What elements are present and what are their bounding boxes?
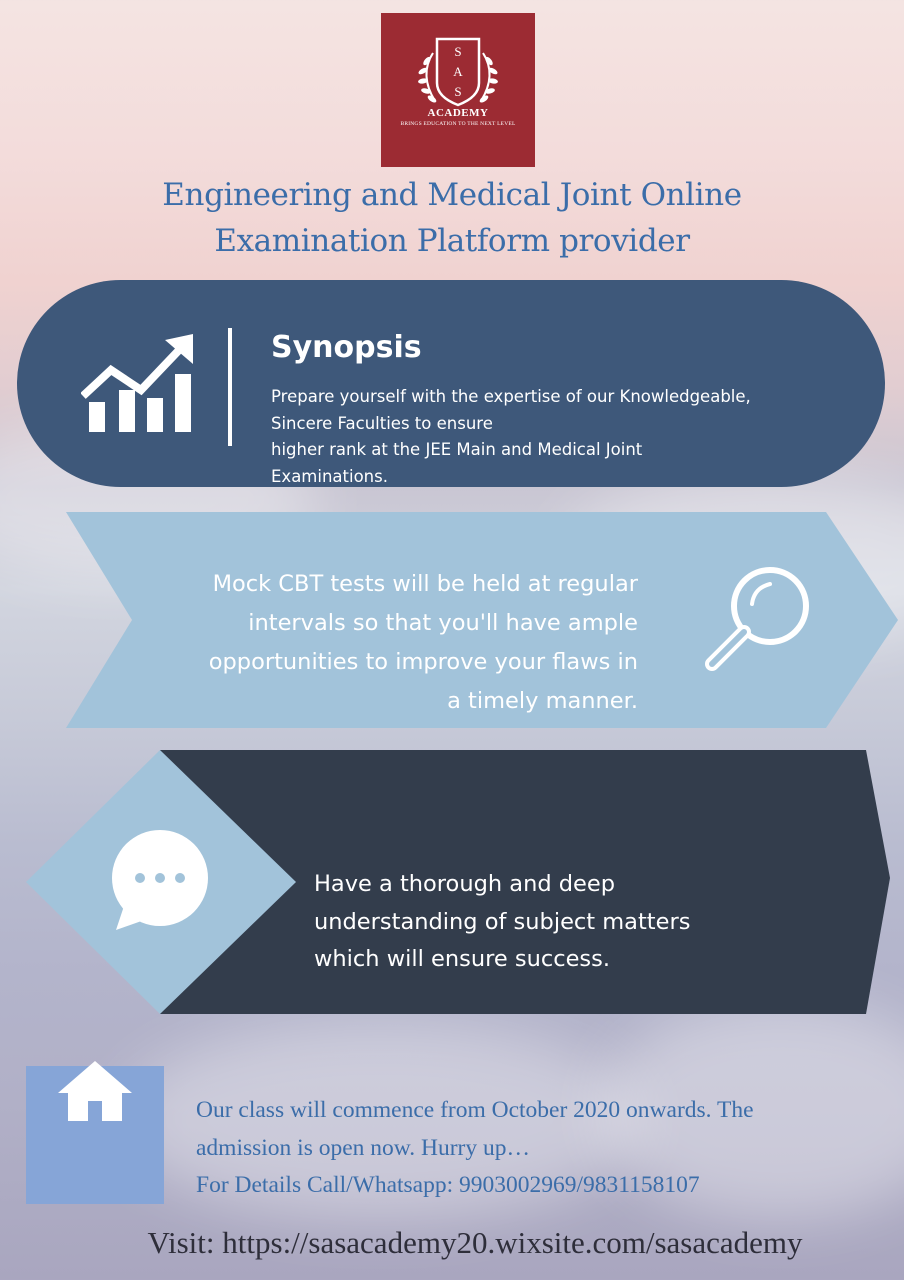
sas-academy-logo: S A S ACADEMY BRINGS EDUCATION TO THE NE… (381, 13, 535, 167)
search-icon (705, 567, 809, 671)
cloud-decoration (120, 1020, 640, 1220)
mock-tests-text: Mock CBT tests will be held at regular i… (140, 565, 638, 721)
synopsis-line: higher rank at the JEE Main and Medical … (271, 440, 643, 459)
mock-line: opportunities to improve your flaws in (208, 649, 638, 675)
headline-line: Examination Platform provider (214, 223, 690, 259)
understanding-line: which will ensure success. (314, 946, 611, 972)
cloud-decoration (600, 1000, 904, 1220)
laurel-crest-icon: S A S (418, 37, 498, 107)
understanding-line: understanding of subject matters (314, 908, 691, 935)
mock-line: intervals so that you'll have ample (248, 610, 638, 636)
synopsis-text: Prepare yourself with the expertise of o… (271, 384, 851, 490)
svg-text:S: S (454, 44, 461, 59)
synopsis-panel: Synopsis Prepare yourself with the exper… (17, 280, 885, 487)
growth-chart-icon (81, 334, 193, 432)
class-info: Our class will commence from October 202… (196, 1092, 886, 1205)
svg-text:S: S (454, 84, 461, 99)
visit-website-link[interactable]: Visit: https://sasacademy20.wixsite.com/… (147, 1225, 803, 1260)
svg-text:A: A (453, 64, 463, 79)
synopsis-title: Synopsis (271, 330, 422, 365)
mock-line: a timely manner. (447, 688, 638, 714)
synopsis-line: Sincere Faculties to ensure (271, 413, 493, 433)
contact-line[interactable]: For Details Call/Whatsapp: 9903002969/98… (196, 1172, 700, 1198)
page-headline: Engineering and Medical Joint Online Exa… (60, 172, 844, 264)
home-icon (58, 1061, 132, 1121)
class-info-line: Our class will commence from October 202… (196, 1097, 754, 1123)
mock-tests-band (66, 512, 898, 728)
understanding-text: Have a thorough and deep understanding o… (314, 866, 794, 979)
class-info-line: admission is open now. Hurry up… (196, 1134, 530, 1161)
understanding-line: Have a thorough and deep (314, 871, 616, 897)
chat-bubble-icon (112, 830, 208, 930)
logo-name: ACADEMY (427, 107, 489, 119)
logo-tagline: BRINGS EDUCATION TO THE NEXT LEVEL (400, 121, 516, 127)
mock-line: Mock CBT tests will be held at regular (212, 571, 638, 597)
synopsis-line: Prepare yourself with the expertise of o… (271, 387, 751, 406)
synopsis-divider (228, 328, 232, 446)
headline-line: Engineering and Medical Joint Online (162, 177, 742, 213)
synopsis-line: Examinations. (271, 466, 388, 486)
